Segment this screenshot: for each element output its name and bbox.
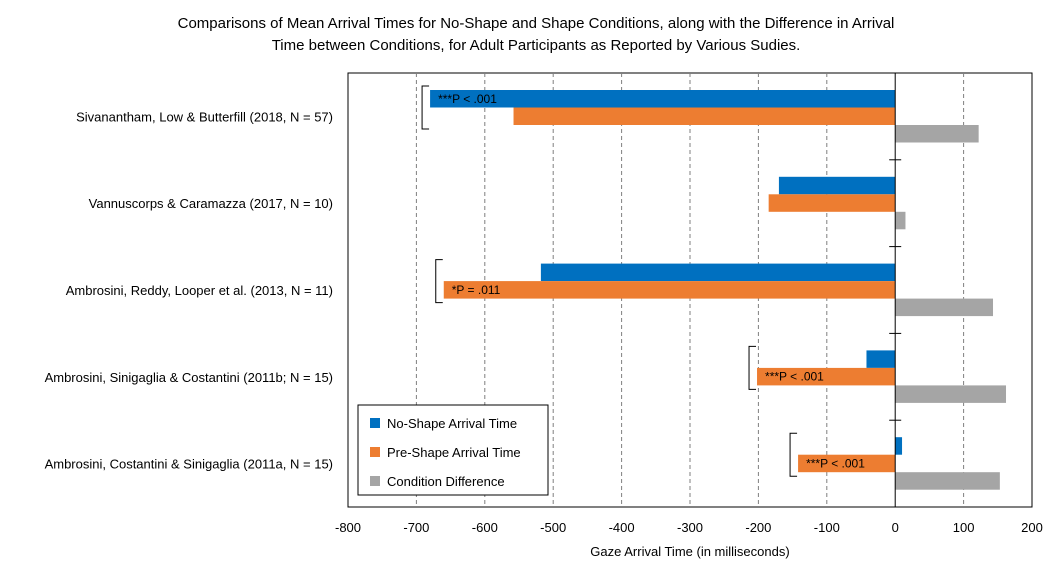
x-tick-label: -300: [677, 520, 703, 535]
legend-label: Pre-Shape Arrival Time: [387, 445, 521, 460]
x-tick-label: 0: [892, 520, 899, 535]
x-tick-label: 100: [953, 520, 975, 535]
bar-condition-difference-1: [895, 211, 906, 230]
chart-title-line: Comparisons of Mean Arrival Times for No…: [178, 15, 895, 32]
category-label: Ambrosini, Sinigaglia & Costantini (2011…: [45, 370, 333, 385]
x-tick-label: -200: [745, 520, 771, 535]
bar-no-shape-arrival-time-0: [430, 90, 896, 108]
significance-bracket: [748, 345, 757, 390]
bars: [430, 90, 1007, 490]
significance-bracket: [789, 432, 798, 477]
bar-pre-shape-arrival-time-2: [443, 281, 896, 299]
x-tick-label: -500: [540, 520, 566, 535]
bar-condition-difference-2: [895, 298, 994, 317]
annotations: ***P < .001 *P = .011 ***P < .001 ***P < .0…: [421, 85, 865, 477]
x-tick-label: -100: [814, 520, 840, 535]
x-tick-label: 200: [1021, 520, 1043, 535]
bar-no-shape-arrival-time-1: [778, 176, 896, 195]
bar-no-shape-arrival-time-4: [895, 437, 903, 455]
bar-condition-difference-0: [895, 125, 979, 143]
zero-axis: [889, 73, 902, 507]
x-tick-label: -800: [335, 520, 361, 535]
category-label: Ambrosini, Reddy, Looper et al. (2013, N…: [66, 283, 333, 298]
legend-label: Condition Difference: [387, 474, 505, 489]
bar-pre-shape-arrival-time-1: [768, 194, 896, 212]
chart-title-line: Time between Conditions, for Adult Parti…: [272, 37, 801, 54]
significance-label: ***P < .001: [438, 92, 497, 106]
bar-no-shape-arrival-time-3: [866, 350, 896, 368]
bar-condition-difference-4: [895, 472, 1000, 490]
category-label: Sivanantham, Low & Butterfill (2018, N =…: [76, 109, 333, 124]
bar-condition-difference-3: [895, 385, 1007, 403]
category-label: Ambrosini, Costantini & Sinigaglia (2011…: [45, 457, 333, 472]
significance-label: *P = .011: [452, 283, 501, 297]
category-labels: Sivanantham, Low & Butterfill (2018, N =…: [45, 109, 333, 471]
legend-swatch: [370, 418, 380, 428]
legend-label: No-Shape Arrival Time: [387, 416, 517, 431]
x-tick-label: -600: [472, 520, 498, 535]
significance-label: ***P < .001: [765, 370, 824, 384]
x-tick-label: -400: [609, 520, 635, 535]
legend-swatch: [370, 447, 380, 457]
legend: No-Shape Arrival Time Pre-Shape Arrival T…: [357, 404, 549, 496]
x-tick-label: -700: [403, 520, 429, 535]
legend-swatch: [370, 476, 380, 486]
bar-pre-shape-arrival-time-4: [798, 454, 896, 473]
x-tick-labels: -800 -700 -600 -500 -400 -300 -200 -100 0 100 200: [335, 520, 1043, 535]
bar-pre-shape-arrival-time-3: [757, 367, 896, 386]
x-axis-title: Gaze Arrival Time (in milliseconds): [590, 544, 789, 559]
significance-bracket: [435, 259, 443, 304]
significance-bracket: [421, 85, 430, 130]
chart-title: Comparisons of Mean Arrival Times for No…: [178, 15, 895, 54]
category-label: Vannuscorps & Caramazza (2017, N = 10): [89, 196, 333, 211]
bar-no-shape-arrival-time-2: [540, 263, 896, 282]
legend-box: [357, 404, 549, 496]
bar-pre-shape-arrival-time-0: [513, 107, 896, 125]
significance-label: ***P < .001: [806, 456, 865, 470]
